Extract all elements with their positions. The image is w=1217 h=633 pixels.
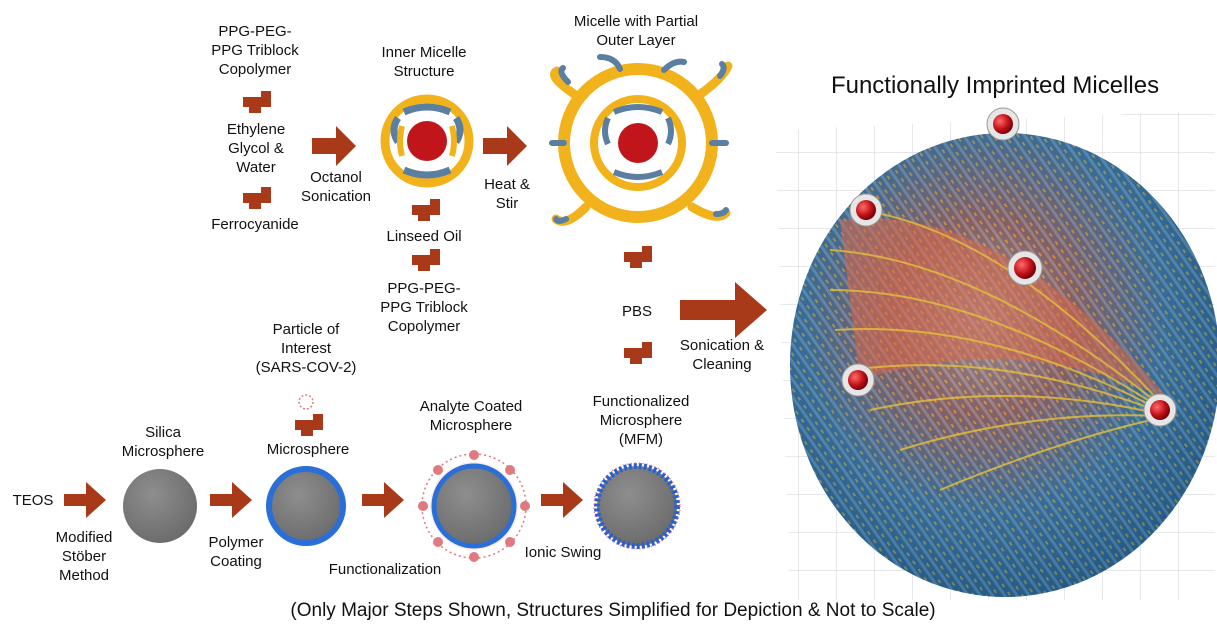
page-title: Functionally Imprinted Micelles: [830, 72, 1160, 99]
arrow-right-icon: [362, 482, 404, 518]
step-label: Functionalization: [328, 561, 442, 578]
partial-micelle-label: Micelle with Partial Outer Layer: [573, 13, 699, 49]
polymer-coated-microsphere-icon: [266, 466, 346, 546]
silica-microsphere-icon: [123, 469, 197, 543]
arrow-right-icon: [483, 126, 527, 166]
reagent-label: Ferrocyanide: [211, 216, 299, 233]
silica-label: Silica Microsphere: [121, 424, 205, 460]
imprint-site-icon: [841, 363, 875, 397]
inner-micelle-label: Inner Micelle Structure: [381, 44, 467, 80]
reagent-label: Linseed Oil: [386, 228, 462, 245]
step-label: Octanol Sonication: [300, 169, 372, 205]
step-label: Modified Stöber Method: [55, 529, 113, 584]
arrow-right-icon: [312, 126, 356, 166]
arrow-right-icon: [680, 282, 767, 338]
reagent-label: PBS: [621, 303, 653, 320]
imprinted-micelle-illustration: [775, 107, 1217, 600]
arrow-right-icon: [64, 482, 106, 518]
imprint-site-icon: [1007, 250, 1043, 286]
functionalized-microsphere-icon: [593, 462, 681, 550]
partial-micelle-icon: [549, 54, 733, 226]
arrow-right-icon: [210, 482, 252, 518]
step-label: Heat & Stir: [484, 176, 530, 212]
plus-icon: [243, 91, 271, 113]
plus-icon: [295, 414, 323, 436]
step-label: Sonication & Cleaning: [679, 337, 765, 373]
inner-micelle-icon: [380, 94, 474, 188]
imprint-site-icon: [986, 107, 1020, 141]
reagent-label: PPG-PEG- PPG Triblock Copolymer: [211, 23, 299, 78]
reagent-label: Ethylene Glycol & Water: [226, 121, 286, 176]
particle-label: Particle of Interest (SARS-COV-2): [255, 321, 357, 376]
analyte-coated-microsphere-icon: [418, 450, 530, 562]
reagent-label: PPG-PEG- PPG Triblock Copolymer: [380, 280, 468, 335]
arrow-right-icon: [541, 482, 583, 518]
reagent-label: TEOS: [12, 492, 54, 509]
plus-icon: [412, 199, 440, 221]
step-label: Polymer Coating: [208, 534, 264, 570]
microsphere-label: Microsphere: [266, 441, 350, 458]
mfm-label: Functionalized Microsphere (MFM): [592, 393, 690, 448]
plus-icon: [243, 187, 271, 209]
plus-icon: [624, 246, 652, 268]
imprint-site-icon: [849, 193, 883, 227]
plus-icon: [412, 249, 440, 271]
analyte-label: Analyte Coated Microsphere: [419, 398, 523, 434]
caption: (Only Major Steps Shown, Structures Simp…: [290, 600, 936, 621]
plus-icon: [624, 342, 652, 364]
imprint-site-icon: [1143, 393, 1177, 427]
step-label: Ionic Swing: [524, 544, 602, 561]
virus-particle-icon: [298, 394, 314, 410]
